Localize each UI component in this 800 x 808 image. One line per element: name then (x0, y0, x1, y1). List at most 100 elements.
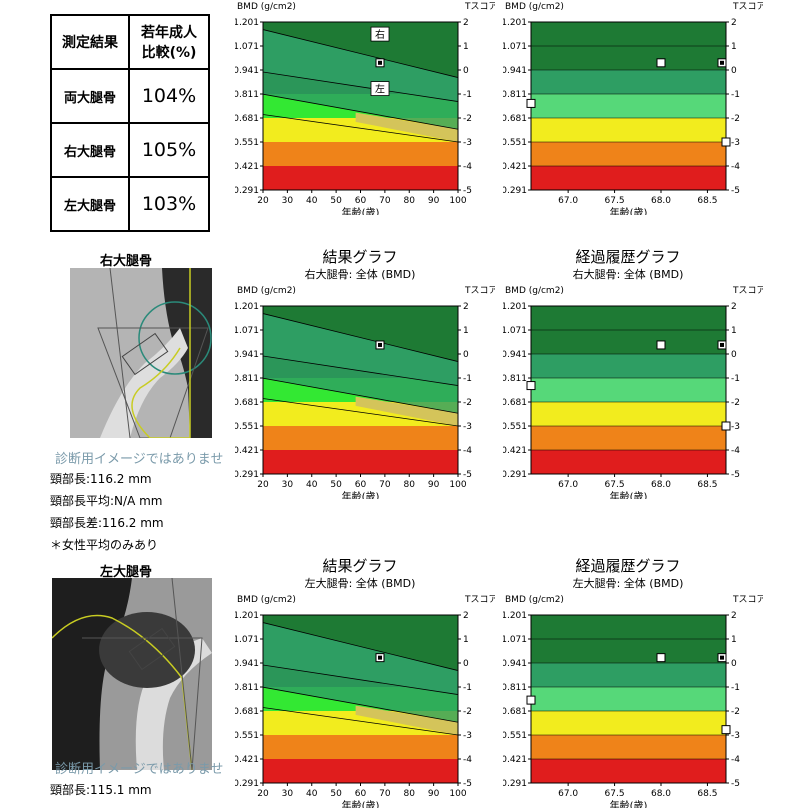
y2-tick-label: -4 (731, 755, 740, 765)
result-right-title: 結果グラフ (322, 248, 398, 266)
range-marker (526, 695, 536, 705)
result-table: 測定結果 若年成人 比較(%) 両大腿骨 104% 右大腿骨 105% 左大腿骨… (50, 14, 210, 232)
x-tick-label: 70 (379, 480, 391, 490)
y-tick-label: 1.201 (503, 18, 527, 28)
reference-band-khaki (355, 396, 458, 426)
x-tick-label: 50 (330, 789, 342, 799)
bmd-band (531, 142, 726, 166)
y-tick-label: 0.291 (503, 470, 527, 480)
y2-tick-label: -5 (731, 186, 740, 196)
y2-tick-label: 1 (463, 42, 469, 52)
range-marker (721, 421, 731, 431)
history-right-chart: BMD (g/cm2) Tスコア 1.201 1.071 0.941 0.811 0.681… (503, 286, 763, 499)
annotation-label: 左 (375, 83, 385, 96)
x-tick-label: 67.5 (605, 196, 625, 206)
history-left-title: 経過履歴グラフ (575, 557, 681, 575)
right-femur-xray-image (70, 268, 212, 438)
x-tick-label: 80 (404, 196, 416, 206)
x-tick-label: 40 (306, 789, 318, 799)
bmd-axis-label: BMD (g/cm2) (505, 595, 564, 605)
tscore-axis-label: Tスコア (732, 2, 763, 12)
y-tick-label: 0.681 (503, 114, 527, 124)
y-tick-label: 0.291 (503, 779, 527, 789)
y-tick-label: 0.291 (235, 470, 259, 480)
bmd-band (531, 711, 726, 735)
y-tick-label: 0.421 (235, 755, 259, 765)
table-row-label: 右大腿骨 (50, 122, 130, 178)
y-tick-label: 0.421 (235, 446, 259, 456)
table-row-value: 105% (128, 122, 210, 178)
y2-tick-label: 1 (463, 635, 469, 645)
data-point-center (720, 60, 724, 65)
x-tick-label: 90 (428, 196, 440, 206)
x-tick-label: 67.0 (558, 789, 578, 799)
y-tick-label: 1.071 (235, 635, 259, 645)
bmd-band (531, 46, 726, 70)
bmd-band (531, 378, 726, 402)
table-header-compare-line1: 若年成人 (141, 25, 197, 41)
reference-line (262, 398, 459, 427)
x-tick-label: 67.5 (605, 480, 625, 490)
result-right-chart: BMD (g/cm2) Tスコア 1.201 1.071 0.941 0.811 0.681… (235, 286, 495, 499)
data-point-center (378, 655, 382, 660)
data-point-center (720, 342, 724, 347)
right-femur-scan-graphic (70, 268, 212, 438)
y-tick-label: 0.291 (235, 779, 259, 789)
bmd-band (531, 687, 726, 711)
x-tick-label: 20 (257, 789, 269, 799)
y-tick-label: 1.071 (235, 326, 259, 336)
x-tick-label: 90 (428, 789, 440, 799)
bmd-band (531, 426, 726, 450)
y-tick-label: 0.681 (235, 114, 259, 124)
bmd-band (531, 759, 726, 783)
x-axis-label: 年齢(歳) (342, 206, 380, 215)
bmd-band (531, 735, 726, 759)
y2-tick-label: 2 (463, 302, 469, 312)
result-left-chart: BMD (g/cm2) Tスコア 1.201 1.071 0.941 0.811 0.681… (235, 595, 495, 808)
reference-line (262, 664, 459, 695)
reference-line (262, 377, 459, 414)
result-both-chart: BMD (g/cm2) Tスコア 1.201 1.071 0.941 0.811 0.681… (235, 2, 495, 215)
y2-tick-label: 2 (463, 611, 469, 621)
right-neck-length-diff: 頸部長差:116.2 mm (50, 516, 164, 530)
range-marker (721, 725, 731, 735)
bmd-axis-label: BMD (g/cm2) (237, 286, 296, 296)
y2-tick-label: -1 (463, 90, 472, 100)
y2-tick-label: 0 (731, 350, 737, 360)
y-tick-label: 0.811 (503, 683, 527, 693)
y2-tick-label: -5 (731, 470, 740, 480)
bmd-band (531, 663, 726, 687)
data-point (656, 58, 666, 68)
reference-band-upper (263, 622, 458, 695)
y2-tick-label: -5 (463, 186, 472, 196)
y2-tick-label: -5 (463, 779, 472, 789)
y-tick-label: 0.681 (235, 398, 259, 408)
tscore-axis-label: Tスコア (732, 595, 763, 605)
y-tick-label: 0.941 (235, 659, 259, 669)
y-tick-label: 1.201 (235, 611, 259, 621)
y-tick-label: 1.201 (235, 18, 259, 28)
y2-tick-label: -1 (731, 90, 740, 100)
x-axis-label: 年齢(歳) (342, 799, 380, 808)
bmd-axis-label: BMD (g/cm2) (505, 2, 564, 12)
bmd-band (531, 615, 726, 639)
x-tick-label: 100 (449, 789, 466, 799)
data-point (656, 340, 666, 350)
y-tick-label: 1.201 (235, 302, 259, 312)
reference-line (262, 29, 459, 78)
bmd-band (531, 639, 726, 663)
left-femur-scan-graphic (52, 578, 212, 770)
y2-tick-label: -1 (463, 374, 472, 384)
result-left-subtitle: 左大腿骨: 全体 (BMD) (304, 577, 416, 590)
tscore-axis-label: Tスコア (464, 2, 495, 12)
y-tick-label: 0.811 (503, 90, 527, 100)
y2-tick-label: -2 (731, 114, 740, 124)
y-tick-label: 0.421 (503, 755, 527, 765)
y-tick-label: 0.941 (235, 66, 259, 76)
x-tick-label: 40 (306, 480, 318, 490)
right-femur-label: 右大腿骨 (100, 254, 153, 269)
left-femur-xray-image (52, 578, 212, 770)
y2-tick-label: 0 (463, 350, 469, 360)
tscore-axis-label: Tスコア (464, 595, 495, 605)
y2-tick-label: 0 (731, 659, 737, 669)
